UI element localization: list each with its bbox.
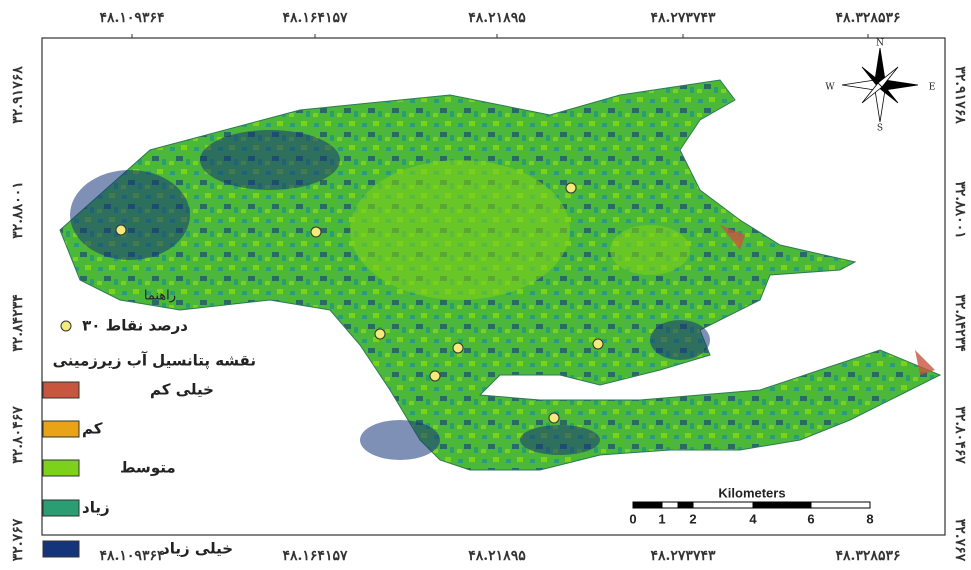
right-coordinate: ۳۲.۷۶۷	[952, 519, 968, 562]
legend-point	[61, 321, 71, 331]
map: ۴۸.۱۰۹۳۶۴ ۴۸.۱۶۴۱۵۷ ۴۸.۲۱۸۹۵ ۴۸.۲۷۳۷۴۳ ۴۸.۳۲…	[0, 0, 971, 570]
legend-swatch	[43, 500, 79, 516]
legend-label: متوسط	[120, 459, 176, 477]
scale-tick-label: 4	[749, 511, 757, 526]
right-coordinate: ۳۲.۸۴۲۳۴	[952, 294, 968, 352]
legend-label: کم	[82, 420, 103, 438]
legend-label: خیلی کم	[150, 381, 214, 399]
legend-swatch	[43, 460, 79, 476]
right-coordinate: ۳۲.۸۸۰۰۱	[952, 181, 968, 239]
right-coordinate: ۳۲.۹۱۷۶۸	[952, 66, 968, 124]
legend-points-label: درصد نقاط ۳۰	[82, 317, 188, 335]
top-coordinate: ۴۸.۱۶۴۱۵۷	[282, 10, 348, 26]
compass-w: W	[825, 83, 835, 93]
compass-s: S	[877, 124, 883, 134]
scale-tick-label: 6	[807, 511, 814, 526]
top-coordinate: ۴۸.۲۷۳۷۴۳	[650, 10, 716, 26]
scale-tick-label: 2	[689, 511, 696, 526]
left-coordinate: ۳۲.۸۰۴۶۷	[10, 406, 26, 464]
legend-swatch	[43, 421, 79, 437]
legend-label: خیلی زیاد	[162, 540, 233, 558]
compass-e: E	[929, 83, 936, 93]
top-coordinate: ۴۸.۱۰۹۳۶۴	[99, 10, 164, 26]
compass-rose	[842, 48, 918, 122]
legend-swatch	[43, 382, 79, 398]
legend-swatch	[43, 541, 79, 557]
left-coordinate: ۳۲.۷۶۷	[10, 518, 26, 561]
bottom-coordinate: ۴۸.۲۷۳۷۴۳	[650, 548, 716, 564]
scale-unit: Kilometers	[718, 485, 785, 500]
scale-tick-label: 0	[629, 511, 636, 526]
right-coordinate: ۳۲.۸۰۴۶۷	[952, 406, 968, 464]
left-coordinate: ۳۲.۸۴۲۳۴	[10, 294, 26, 352]
bottom-coordinate: ۴۸.۳۲۸۵۳۶	[835, 548, 900, 564]
legend-title: نقشه پتانسیل آب زیرزمینی	[53, 352, 256, 371]
bottom-coordinate: ۴۸.۲۱۸۹۵	[468, 548, 526, 564]
legend-heading: راهنما	[144, 289, 176, 304]
scale-tick-label: 1	[658, 511, 665, 526]
bottom-coordinate: ۴۸.۱۶۴۱۵۷	[282, 548, 348, 564]
scale-tick-label: 8	[866, 511, 873, 526]
top-coordinate: ۴۸.۲۱۸۹۵	[468, 10, 526, 26]
scale-bar	[633, 502, 870, 508]
left-coordinate: ۳۲.۸۸۰۰۱	[10, 181, 26, 239]
compass-n: N	[876, 39, 884, 49]
legend-label: زیاد	[82, 499, 110, 517]
bottom-coordinate: ۴۸.۱۰۹۳۶۴	[99, 548, 164, 564]
left-coordinate: ۳۲.۹۱۷۶۸	[10, 66, 26, 124]
top-coordinate: ۴۸.۳۲۸۵۳۶	[835, 10, 900, 26]
